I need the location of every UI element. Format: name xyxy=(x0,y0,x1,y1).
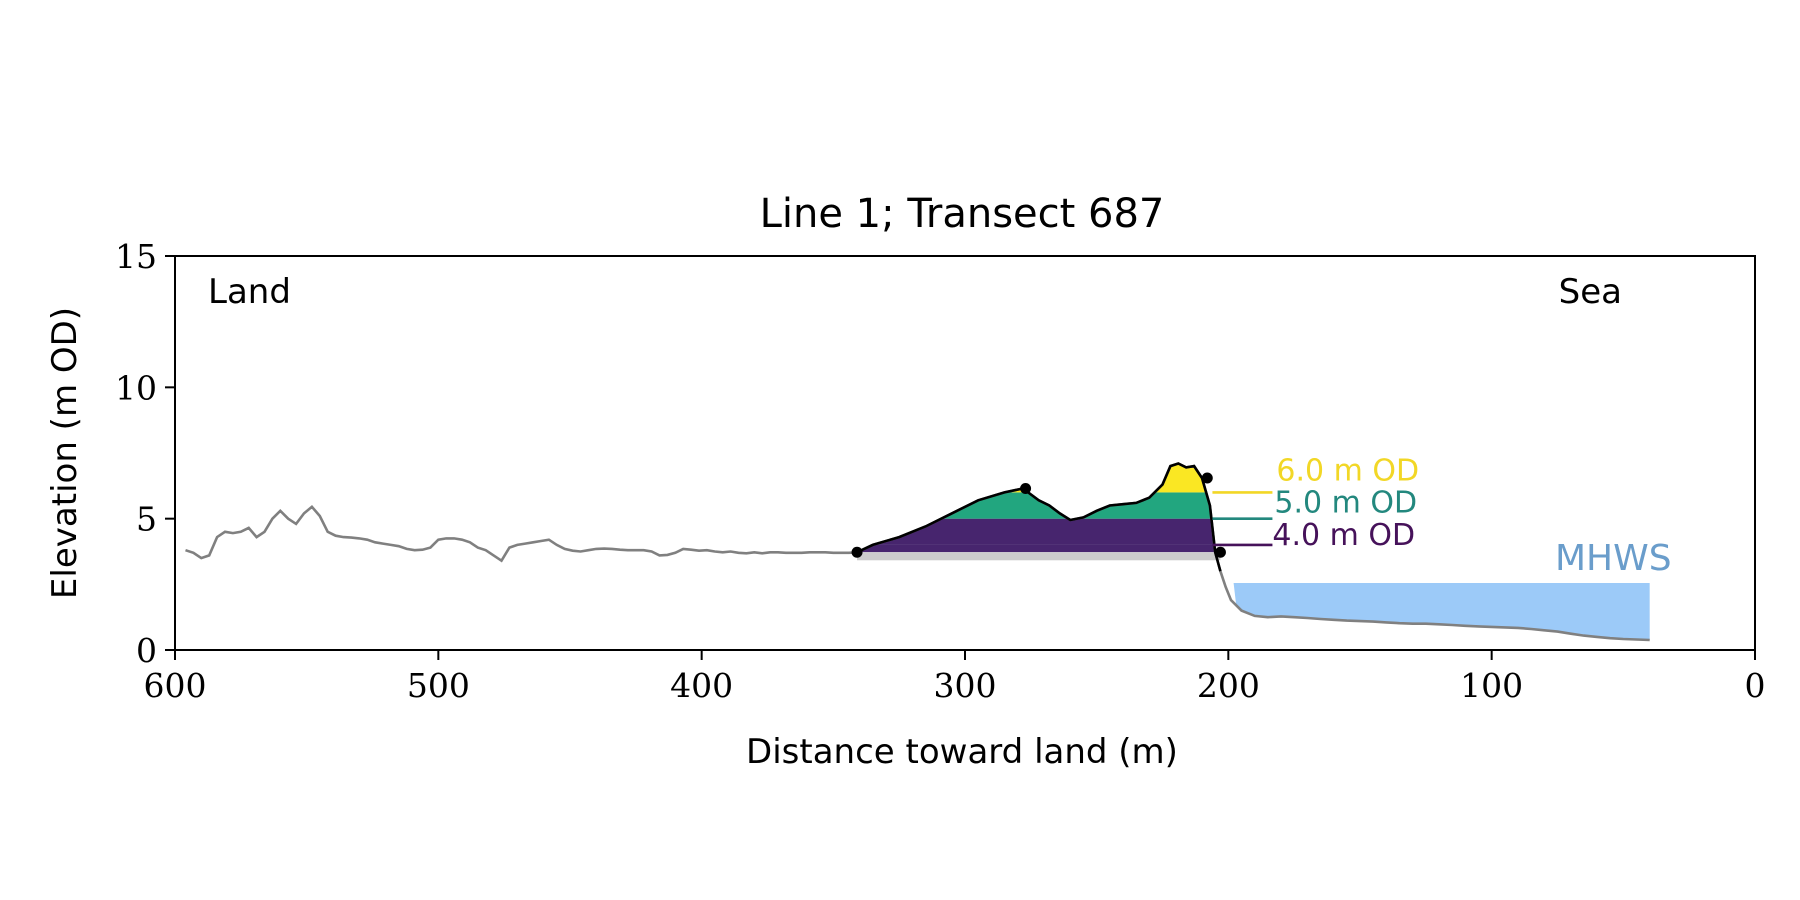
threshold-label-6: 6.0 m OD xyxy=(1276,453,1419,488)
dune-points xyxy=(851,472,1226,558)
y-tick-label-10: 10 xyxy=(115,368,157,407)
threshold-lines: 4.0 m OD5.0 m OD6.0 m OD xyxy=(1212,453,1419,553)
mhws-fill xyxy=(1233,583,1650,640)
x-axis-label: Distance toward land (m) xyxy=(746,732,1178,772)
threshold-label-4: 4.0 m OD xyxy=(1272,518,1415,553)
dune-toe-point xyxy=(851,546,863,558)
land-annotation: Land xyxy=(208,272,291,312)
dune-bands xyxy=(857,463,1221,553)
dune-crest-point xyxy=(1020,482,1032,494)
y-axis-label: Elevation (m OD) xyxy=(45,307,85,599)
band-below-4 xyxy=(857,544,1221,553)
axis-ticks: 600 500 400 300 200 100 0 0 5 10 15 xyxy=(115,237,1766,705)
x-tick-label-0: 0 xyxy=(1745,666,1766,705)
profile-layer xyxy=(185,462,1650,642)
y-tick-label-15: 15 xyxy=(115,237,157,276)
x-tick-label-200: 200 xyxy=(1197,666,1260,705)
x-tick-label-100: 100 xyxy=(1460,666,1523,705)
x-tick-label-500: 500 xyxy=(407,666,470,705)
threshold-label-5: 5.0 m OD xyxy=(1274,486,1417,521)
sea-annotation: Sea xyxy=(1559,272,1622,312)
dune-top-point xyxy=(1201,472,1213,484)
mhws-label: MHWS xyxy=(1555,538,1672,579)
y-tick-label-0: 0 xyxy=(136,631,157,670)
band-above-6 xyxy=(857,463,1221,493)
x-tick-label-600: 600 xyxy=(144,666,207,705)
chart-title: Line 1; Transect 687 xyxy=(760,191,1165,237)
y-tick-label-5: 5 xyxy=(136,500,157,539)
profile-line xyxy=(185,462,1650,642)
mhws-area xyxy=(1233,583,1650,640)
dune-base-strip xyxy=(857,552,1221,561)
dune-outline xyxy=(856,462,1222,572)
dune-seaward-point xyxy=(1214,546,1226,558)
x-tick-label-300: 300 xyxy=(934,666,997,705)
x-tick-label-400: 400 xyxy=(670,666,733,705)
band-5-to-6 xyxy=(857,492,1221,519)
